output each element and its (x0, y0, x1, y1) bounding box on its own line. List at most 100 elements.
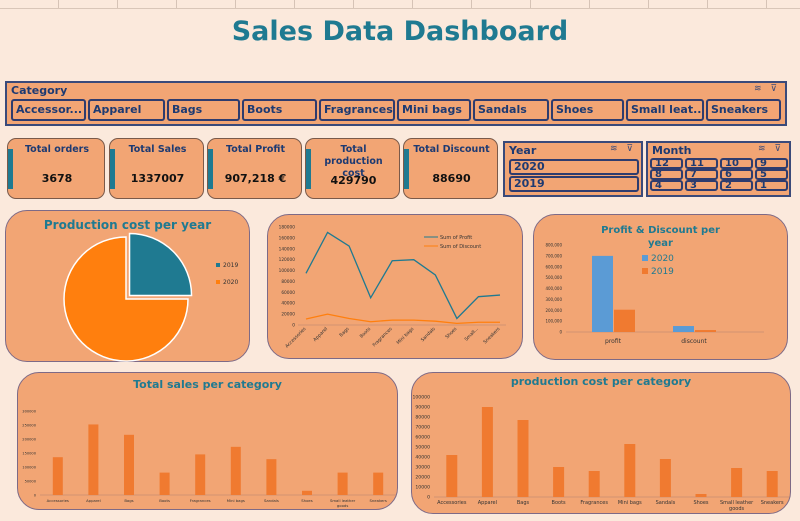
x-tick-label: Accessories (284, 326, 308, 350)
category-option-8[interactable]: Shoes (551, 99, 624, 121)
x-tick-label: Bags (517, 500, 530, 506)
year-option-2019[interactable]: 2019 (509, 176, 639, 192)
kpi-label: Total orders (24, 144, 90, 155)
y-tick-label: 40000 (281, 301, 295, 307)
category-option-4[interactable]: Boots (242, 99, 317, 121)
month-option-1[interactable]: 1 (755, 180, 788, 191)
x-tick-label: Bags (338, 326, 351, 339)
bar-Fragrances (588, 471, 600, 497)
x-tick-label: Small leather goods (330, 498, 356, 508)
bar-profit-2020 (592, 255, 613, 332)
pie-slice-2019 (128, 232, 193, 297)
category-option-6[interactable]: Mini bags (397, 99, 471, 121)
total-sales-category-panel: Total sales per category 0 50000 100000 150… (17, 372, 398, 510)
legend-label: 2019 (223, 262, 238, 269)
legend-swatch (216, 280, 220, 284)
bar-Mini bags (624, 444, 636, 497)
month-option-4[interactable]: 4 (650, 180, 683, 191)
filter-clear-icon[interactable]: ≋ ⊽ (610, 144, 636, 154)
month-slicer-label: Month (652, 144, 692, 157)
bar-Apparel (481, 407, 493, 497)
filter-clear-icon[interactable]: ≋ ⊽ (758, 144, 784, 154)
month-option-12[interactable]: 12 (650, 158, 683, 169)
month-option-6[interactable]: 6 (720, 169, 753, 180)
bar-Boots (159, 472, 170, 495)
category-option-2[interactable]: Apparel (88, 99, 165, 121)
kpi-card: Total Sales 1337007 (109, 138, 204, 199)
y-tick-label: 40000 (415, 455, 430, 461)
category-option-9[interactable]: Small leat... (626, 99, 704, 121)
x-tick-label: Bags (124, 498, 133, 503)
kpi-value: 429790 (330, 174, 377, 187)
y-tick-label: 400,000 (545, 286, 562, 291)
filter-clear-icon[interactable]: ≋ ⊽ (754, 84, 780, 94)
x-tick-label: Fragrances (372, 326, 395, 349)
year-slicer: Year ≋ ⊽ 2020 2019 (503, 141, 643, 197)
month-option-3[interactable]: 3 (685, 180, 718, 191)
kpi-accent-bar (208, 149, 213, 189)
x-tick-label: Apparel (478, 500, 497, 506)
y-tick-label: 90000 (415, 405, 430, 411)
y-tick-label: 600,000 (545, 264, 562, 269)
spreadsheet-grid (0, 0, 800, 9)
category-option-1[interactable]: Accessor... (11, 99, 86, 121)
y-tick-label: 0 (559, 330, 562, 335)
year-option-2020[interactable]: 2020 (509, 159, 639, 175)
chart-title: Production cost per year (43, 218, 212, 232)
category-option-7[interactable]: Sandals (473, 99, 549, 121)
month-option-7[interactable]: 7 (685, 169, 718, 180)
bar-chart: 0 50000 100000 150000 200000 250000 300000 Acce… (22, 410, 396, 508)
kpi-label: Total Profit (225, 144, 286, 155)
year-slicer-label: Year (509, 144, 537, 157)
x-tick-label: Apparel (86, 498, 101, 503)
month-option-9[interactable]: 9 (755, 158, 788, 169)
y-tick-label: 100000 (22, 466, 36, 470)
x-tick-label: Fragrances (580, 500, 608, 506)
bar-Sneakers (766, 471, 778, 497)
bar-Boots (553, 467, 565, 497)
y-tick-label: 200000 (22, 438, 36, 442)
x-tick-label: Shoes (693, 500, 708, 506)
kpi-card: Total production cost 429790 (305, 138, 400, 199)
x-tick-label: Apparel (312, 326, 329, 343)
bar-Small leather goods (337, 472, 348, 495)
month-option-8[interactable]: 8 (650, 169, 683, 180)
month-option-10[interactable]: 10 (720, 158, 753, 169)
month-option-2[interactable]: 2 (720, 180, 753, 191)
y-tick-label: 10000 (415, 485, 430, 491)
legend-label: 2019 (651, 267, 674, 277)
y-tick-label: 250000 (22, 424, 36, 428)
y-tick-label: 0 (292, 323, 295, 329)
bar-Bags (517, 420, 529, 497)
kpi-value: 1337007 (130, 172, 185, 185)
y-tick-label: 150000 (22, 452, 36, 456)
category-slicer-label: Category (11, 84, 68, 97)
production-cost-year-panel: Production cost per year 2019 2020 (5, 210, 250, 362)
bar-Sandals (659, 459, 671, 497)
line-series-1 (305, 231, 501, 320)
x-tick-label: Sneakers (482, 326, 502, 346)
month-option-11[interactable]: 11 (685, 158, 718, 169)
category-option-10[interactable]: Sneakers (706, 99, 781, 121)
x-tick-label: Shoes (444, 326, 458, 340)
kpi-card: Total Discount 88690 (403, 138, 498, 199)
x-tick-label: Sandals (420, 326, 437, 343)
x-tick-label: Boots (159, 498, 170, 503)
bar-Fragrances (195, 454, 206, 495)
category-option-5[interactable]: Fragrances (319, 99, 395, 121)
legend-label: 2020 (223, 279, 238, 286)
y-tick-label: 300,000 (545, 297, 562, 302)
y-tick-label: 0 (34, 494, 37, 498)
month-slicer: Month ≋ ⊽ 12 11 10 9 8 7 6 5 4 3 2 1 (646, 141, 791, 197)
y-tick-label: 100000 (279, 268, 296, 274)
chart-title: production cost per category (510, 375, 692, 388)
kpi-label: Total Discount (413, 144, 490, 155)
kpi-label: Total production cost (324, 144, 383, 179)
line-chart: 0 20000 40000 60000 80000 100000 120000 140000 1… (279, 225, 506, 350)
x-tick-label: Accessories (47, 498, 69, 503)
category-option-3[interactable]: Bags (167, 99, 240, 121)
month-option-5[interactable]: 5 (755, 169, 788, 180)
kpi-accent-bar (404, 149, 409, 189)
kpi-accent-bar (110, 149, 115, 189)
profit-discount-category-panel: 0 20000 40000 60000 80000 100000 120000 140000 1… (267, 214, 523, 359)
